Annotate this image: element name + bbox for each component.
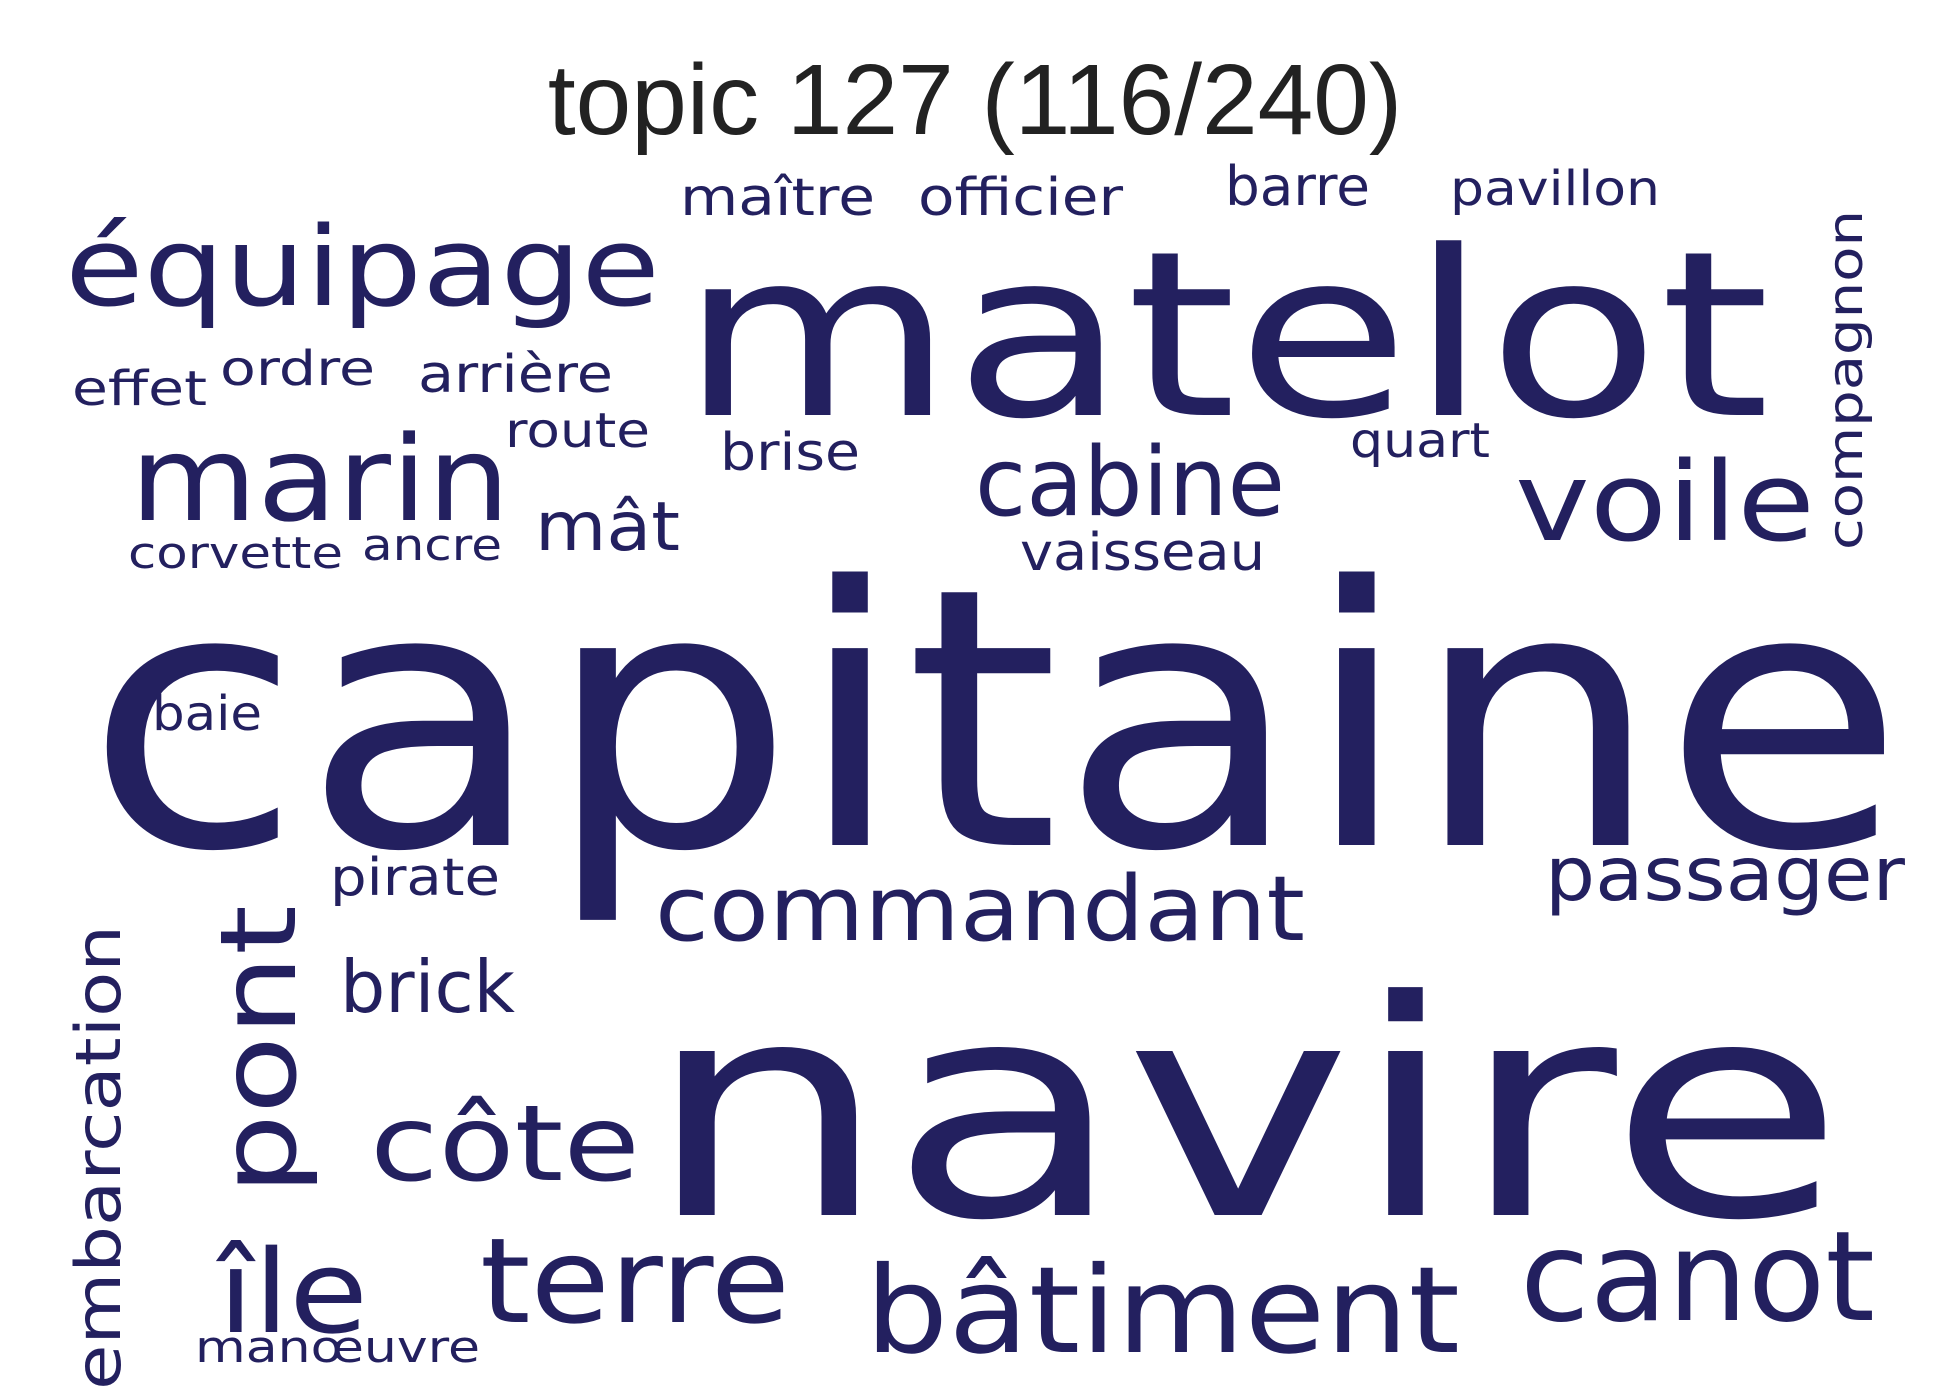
word-25: maître	[680, 168, 875, 228]
word-13: île	[216, 1226, 368, 1360]
word-26: officier	[918, 168, 1124, 228]
word-32: ancre	[362, 520, 502, 571]
word-8: bâtiment	[865, 1242, 1460, 1381]
word-15: embarcation	[62, 925, 135, 1390]
word-30: compagnon	[1818, 210, 1874, 550]
word-2: matelot	[680, 203, 1770, 470]
word-24: effet	[72, 361, 207, 417]
word-0: capitaine	[85, 511, 1905, 930]
word-9: canot	[1520, 1205, 1875, 1350]
word-23: ordre	[220, 341, 375, 397]
word-6: cabine	[975, 428, 1285, 538]
word-1: navire	[645, 937, 1845, 1286]
word-34: manœuvre	[195, 1322, 480, 1373]
word-17: mât	[535, 488, 680, 567]
word-27: barre	[1225, 155, 1370, 218]
word-11: côte	[370, 1083, 640, 1205]
word-22: arrière	[418, 345, 613, 405]
cloud-title: topic 127 (116/240)	[547, 44, 1403, 156]
word-31: corvette	[128, 528, 343, 579]
word-5: voile	[1515, 438, 1815, 566]
word-20: brise	[720, 423, 860, 483]
word-33: baie	[152, 686, 262, 742]
word-21: route	[505, 403, 650, 459]
word-29: quart	[1350, 413, 1490, 469]
word-19: vaisseau	[1020, 523, 1265, 583]
word-16: brick	[340, 945, 515, 1029]
word-10: terre	[480, 1212, 790, 1350]
word-28: pavillon	[1450, 161, 1660, 217]
word-4: marin	[130, 410, 510, 548]
word-18: pirate	[330, 848, 500, 908]
word-3: équipage	[65, 203, 660, 331]
word-7: commandant	[655, 857, 1305, 962]
word-12: pont	[198, 905, 320, 1195]
word-14: passager	[1545, 830, 1905, 918]
